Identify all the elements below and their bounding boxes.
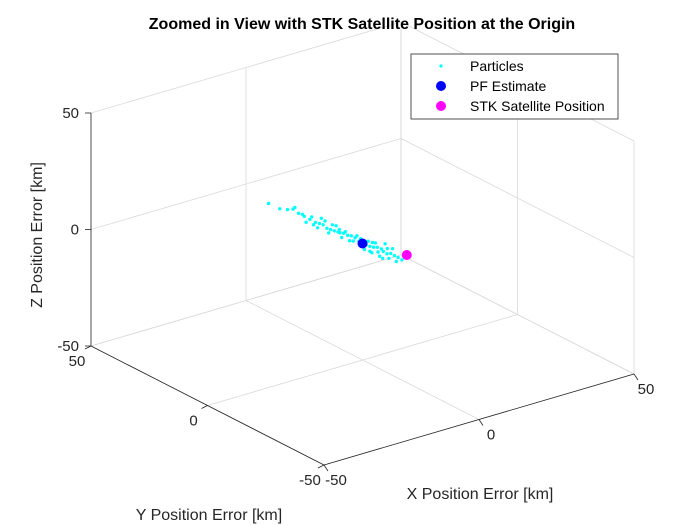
point-particles-45 bbox=[373, 241, 378, 245]
point-particles-12 bbox=[338, 231, 342, 235]
point-particles-26 bbox=[389, 251, 393, 256]
point-particles-48 bbox=[387, 256, 391, 261]
x-tick-label-2: 50 bbox=[638, 381, 655, 398]
point-particles-24 bbox=[381, 249, 385, 254]
point-particles-47 bbox=[383, 242, 387, 246]
point-particles-21 bbox=[372, 245, 376, 249]
point-particles-1 bbox=[285, 207, 290, 212]
point-particles-38 bbox=[340, 235, 344, 240]
point-particles-7 bbox=[321, 223, 325, 227]
marks-layer bbox=[266, 201, 412, 264]
point-particles-0 bbox=[266, 201, 271, 206]
x-tick-label-0: -50 bbox=[325, 472, 347, 489]
legend: Particles PF Estimate STK Satellite Posi… bbox=[410, 53, 619, 120]
point-particles-40 bbox=[351, 239, 355, 243]
point-particles-36 bbox=[327, 231, 331, 235]
y-axis-label: Y Position Error [km] bbox=[136, 507, 282, 524]
point-particles-29 bbox=[400, 258, 404, 262]
point-particles-64 bbox=[380, 256, 385, 260]
grid-line-floor-y-2 bbox=[90, 254, 402, 347]
point-particles-50 bbox=[394, 259, 398, 264]
x-tick-mark-0 bbox=[323, 464, 329, 472]
z-axis-label: Z Position Error [km] bbox=[29, 162, 46, 308]
point-particles-32 bbox=[300, 212, 305, 216]
y-tick-mark-0 bbox=[317, 464, 325, 469]
legend-marker-particles bbox=[439, 64, 443, 68]
point-particles-14 bbox=[345, 233, 350, 237]
z-tick-label-0: -50 bbox=[57, 338, 79, 355]
x-tick-label-1: 0 bbox=[487, 427, 495, 444]
point-particles-23 bbox=[379, 247, 384, 251]
point-particles-33 bbox=[310, 215, 314, 219]
point-particles-46 bbox=[377, 254, 382, 258]
legend-item-particles: Particles bbox=[439, 58, 524, 74]
grid-line-floor-y-1 bbox=[207, 314, 518, 406]
point-particles-6 bbox=[317, 221, 322, 226]
point-particles-53 bbox=[319, 216, 323, 220]
axis-layer bbox=[90, 113, 635, 466]
point-particles-28 bbox=[396, 255, 400, 260]
point-particles-54 bbox=[330, 223, 335, 227]
y-tick-label-1: 0 bbox=[189, 413, 197, 430]
chart-title: Zoomed in View with STK Satellite Positi… bbox=[149, 16, 575, 33]
point-particles-63 bbox=[370, 240, 375, 245]
point-stk-satellite-position-0 bbox=[401, 250, 412, 260]
legend-label-particles: Particles bbox=[470, 58, 524, 74]
point-particles-58 bbox=[376, 250, 380, 254]
grid-line-back-z-1 bbox=[90, 138, 402, 230]
point-particles-8 bbox=[325, 226, 329, 230]
x-tick-mark-1 bbox=[478, 419, 484, 426]
legend-item-pf-estimate: PF Estimate bbox=[436, 78, 546, 94]
legend-label-stk-satellite-position: STK Satellite Position bbox=[470, 98, 605, 114]
point-particles-52 bbox=[304, 220, 308, 224]
x-tick-mark-2 bbox=[633, 373, 639, 381]
point-particles-61 bbox=[337, 227, 341, 232]
y-tick-label-0: -50 bbox=[299, 472, 321, 489]
point-particles-35 bbox=[323, 219, 327, 223]
legend-label-pf-estimate: PF Estimate bbox=[470, 78, 546, 94]
point-particles-57 bbox=[368, 249, 372, 253]
point-particles-20 bbox=[368, 244, 372, 249]
y-tick-label-2: 50 bbox=[69, 353, 86, 370]
point-particles-15 bbox=[349, 234, 353, 238]
point-particles-55 bbox=[347, 239, 352, 243]
point-particles-49 bbox=[390, 247, 395, 251]
point-particles-4 bbox=[308, 217, 312, 222]
legend-marker-pf-estimate bbox=[436, 81, 446, 91]
point-particles-9 bbox=[328, 227, 333, 232]
point-particles-10 bbox=[332, 229, 336, 233]
point-particles-25 bbox=[385, 252, 389, 256]
point-pf-estimate-0 bbox=[357, 238, 368, 249]
y-tick-mark-2 bbox=[84, 345, 92, 350]
point-particles-27 bbox=[392, 253, 397, 258]
z-tick-label-1: 0 bbox=[71, 222, 79, 239]
point-particles-51 bbox=[293, 205, 297, 210]
point-particles-42 bbox=[362, 247, 367, 252]
point-particles-34 bbox=[315, 226, 320, 230]
point-particles-22 bbox=[375, 245, 380, 249]
y-tick-mark-1 bbox=[201, 405, 208, 409]
point-particles-2 bbox=[296, 211, 301, 215]
point-particles-39 bbox=[343, 230, 348, 234]
legend-marker-stk-satellite-position bbox=[436, 101, 446, 111]
point-particles-30 bbox=[278, 207, 282, 211]
point-particles-41 bbox=[355, 234, 359, 238]
point-particles-59 bbox=[385, 246, 389, 251]
point-particles-37 bbox=[334, 224, 338, 228]
x-axis-label: X Position Error [km] bbox=[407, 486, 554, 503]
z-tick-label-2: 50 bbox=[62, 105, 79, 122]
grid-line-side-z-1 bbox=[400, 138, 635, 258]
grid-line-back-z-2 bbox=[90, 21, 402, 114]
legend-item-stk-satellite-position: STK Satellite Position bbox=[436, 98, 605, 114]
point-particles-5 bbox=[313, 220, 318, 225]
point-particles-62 bbox=[311, 223, 316, 227]
